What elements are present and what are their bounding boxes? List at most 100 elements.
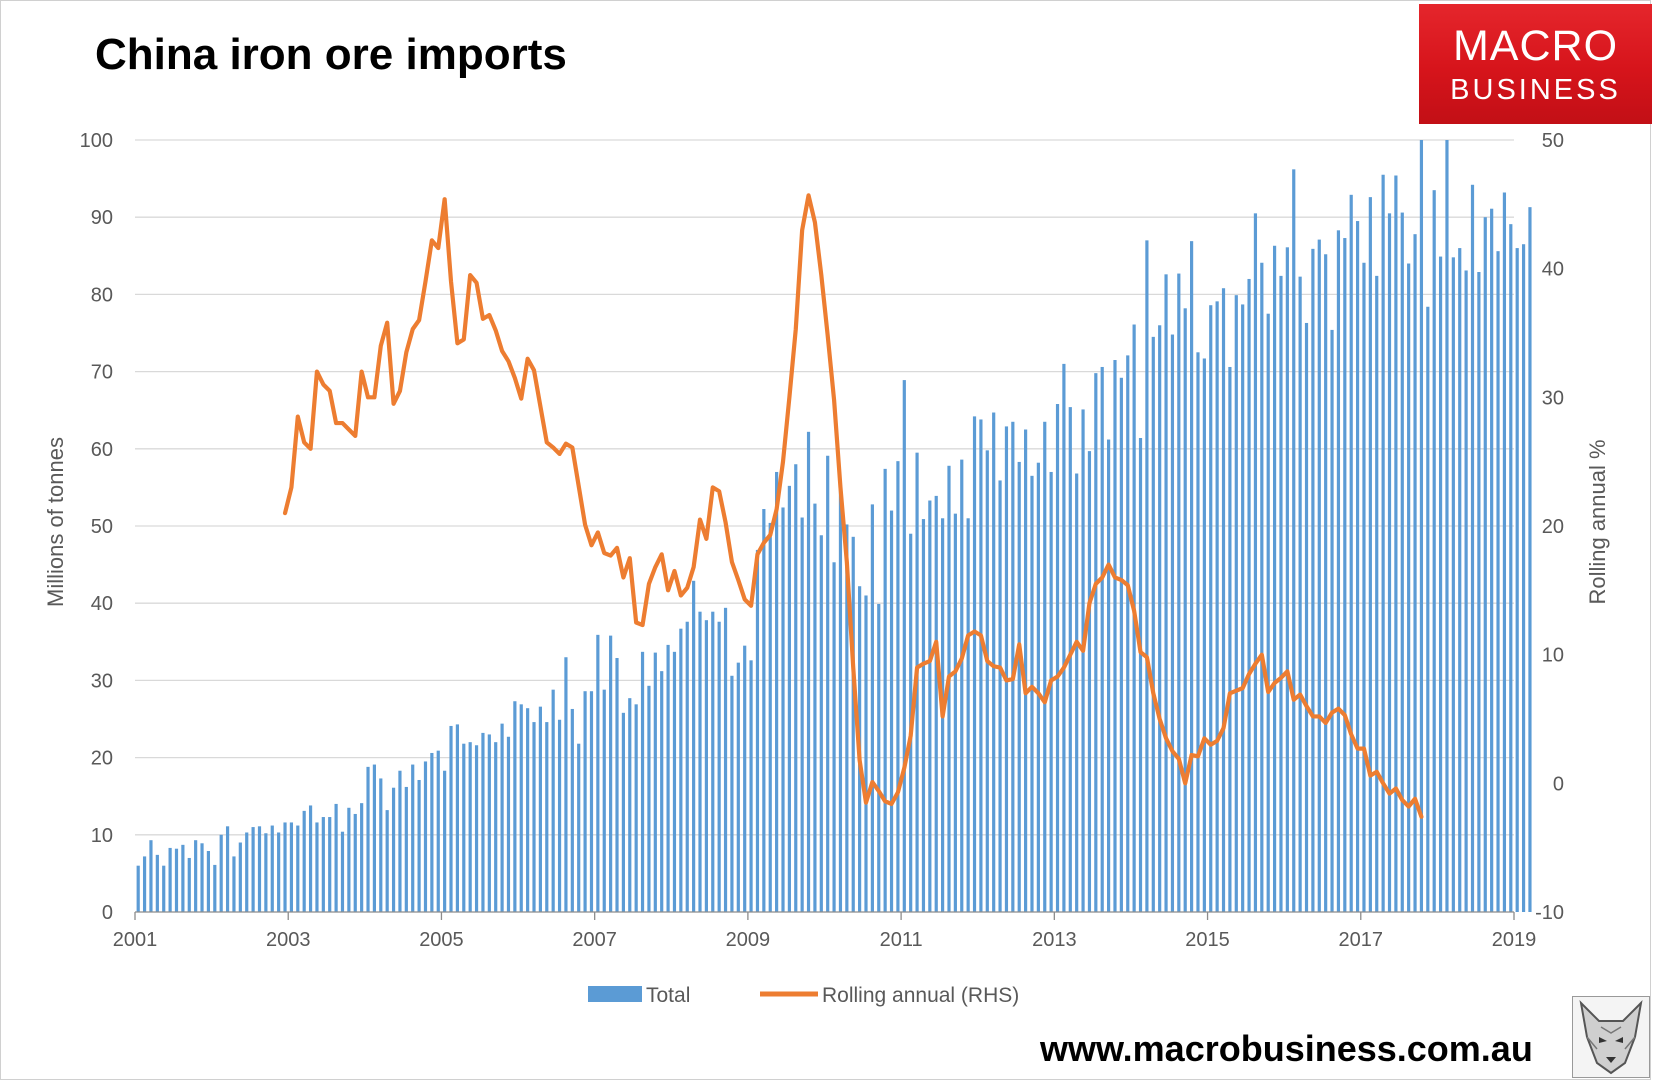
bar [934,495,938,912]
y-tick-label: 40 [91,593,113,615]
bar [1030,475,1034,912]
bar [506,736,511,912]
bar [838,485,843,912]
bar [845,524,849,912]
bar [308,805,313,912]
bar [902,380,906,913]
y-tick-label: 10 [91,825,113,847]
bar [1375,275,1379,912]
bar [1234,295,1238,912]
bar [577,743,581,912]
x-tick-label: 2003 [266,929,311,951]
bar [653,652,657,912]
y-tick-label: 70 [91,362,113,384]
bar [730,675,734,912]
bar [928,500,932,912]
y-tick-label: 0 [102,902,113,924]
bar [538,706,542,912]
y2-tick-label: 40 [1542,259,1564,281]
x-tick-label: 2017 [1339,929,1384,951]
bar [1477,272,1481,912]
bar [640,651,645,912]
bar [1215,301,1219,913]
bar [526,708,530,912]
bar [1368,197,1372,912]
bar [1413,234,1417,912]
bar [174,848,179,912]
bar [1272,245,1277,912]
y2-tick-label: 10 [1542,645,1564,667]
x-tick-label: 2001 [113,929,158,951]
bar [430,752,434,912]
bar [149,840,153,912]
legend-label-total: Total [646,984,690,1007]
bar [960,459,964,912]
x-tick-label: 2015 [1185,929,1230,951]
bar [340,831,345,912]
bar [966,518,970,912]
bar [181,844,185,912]
bar [455,724,459,912]
x-tick-label: 2011 [880,929,923,951]
bar [1081,409,1085,912]
bar [1170,334,1175,912]
bar [1381,174,1385,913]
bar [1426,306,1430,912]
bar [1336,230,1341,912]
bar [474,745,479,912]
bar [353,813,357,912]
website-url[interactable]: www.macrobusiness.com.au [1040,1028,1533,1069]
y2-axis-label: Rolling annual % [1585,439,1610,604]
bar [589,691,594,912]
bar [736,662,740,912]
bar [1113,360,1117,912]
bar [621,712,625,912]
x-tick-label: 2019 [1492,929,1537,951]
bar [1036,462,1040,912]
bar [545,722,549,912]
bar [423,761,428,912]
y2-tick-label: 20 [1542,516,1564,538]
bar [570,708,574,912]
bar [1432,190,1436,912]
bar [379,778,383,912]
bar [1253,213,1258,913]
bar [283,822,287,912]
bar [806,431,811,912]
bar [391,787,396,912]
logo-line-1: MACRO [1452,22,1619,70]
bar [743,645,747,912]
tick-labels: 0 10 20 30 40 50 60 70 80 90 100 -10 0 10 20 30 40 50 2001… [80,130,1564,951]
bar [813,503,817,912]
bar [251,827,255,912]
bar [487,734,491,912]
bar [1049,471,1053,912]
bar [1483,217,1487,912]
bar [219,834,223,912]
y2-tick-label: 50 [1542,130,1564,152]
bar [1024,429,1028,912]
y-tick-label: 50 [91,516,113,538]
bar [1151,336,1155,912]
bar [1158,325,1162,912]
bar [1228,366,1232,913]
bar [1490,208,1494,912]
bar [666,644,670,912]
bar [1451,257,1455,913]
bar [411,764,415,912]
bar [615,658,619,912]
bar [1221,288,1226,913]
bar [1317,239,1321,913]
y2-tick-label: 30 [1542,387,1564,409]
y2-tick-label: -10 [1535,902,1564,924]
bar [1502,192,1507,912]
bar [1164,274,1168,913]
bar [1521,244,1526,913]
bar [1017,461,1021,912]
y-axis-label: Millions of tonnes [43,437,68,607]
bar [366,766,370,912]
bar [672,651,677,912]
bar [762,509,766,912]
bar [1100,366,1104,913]
